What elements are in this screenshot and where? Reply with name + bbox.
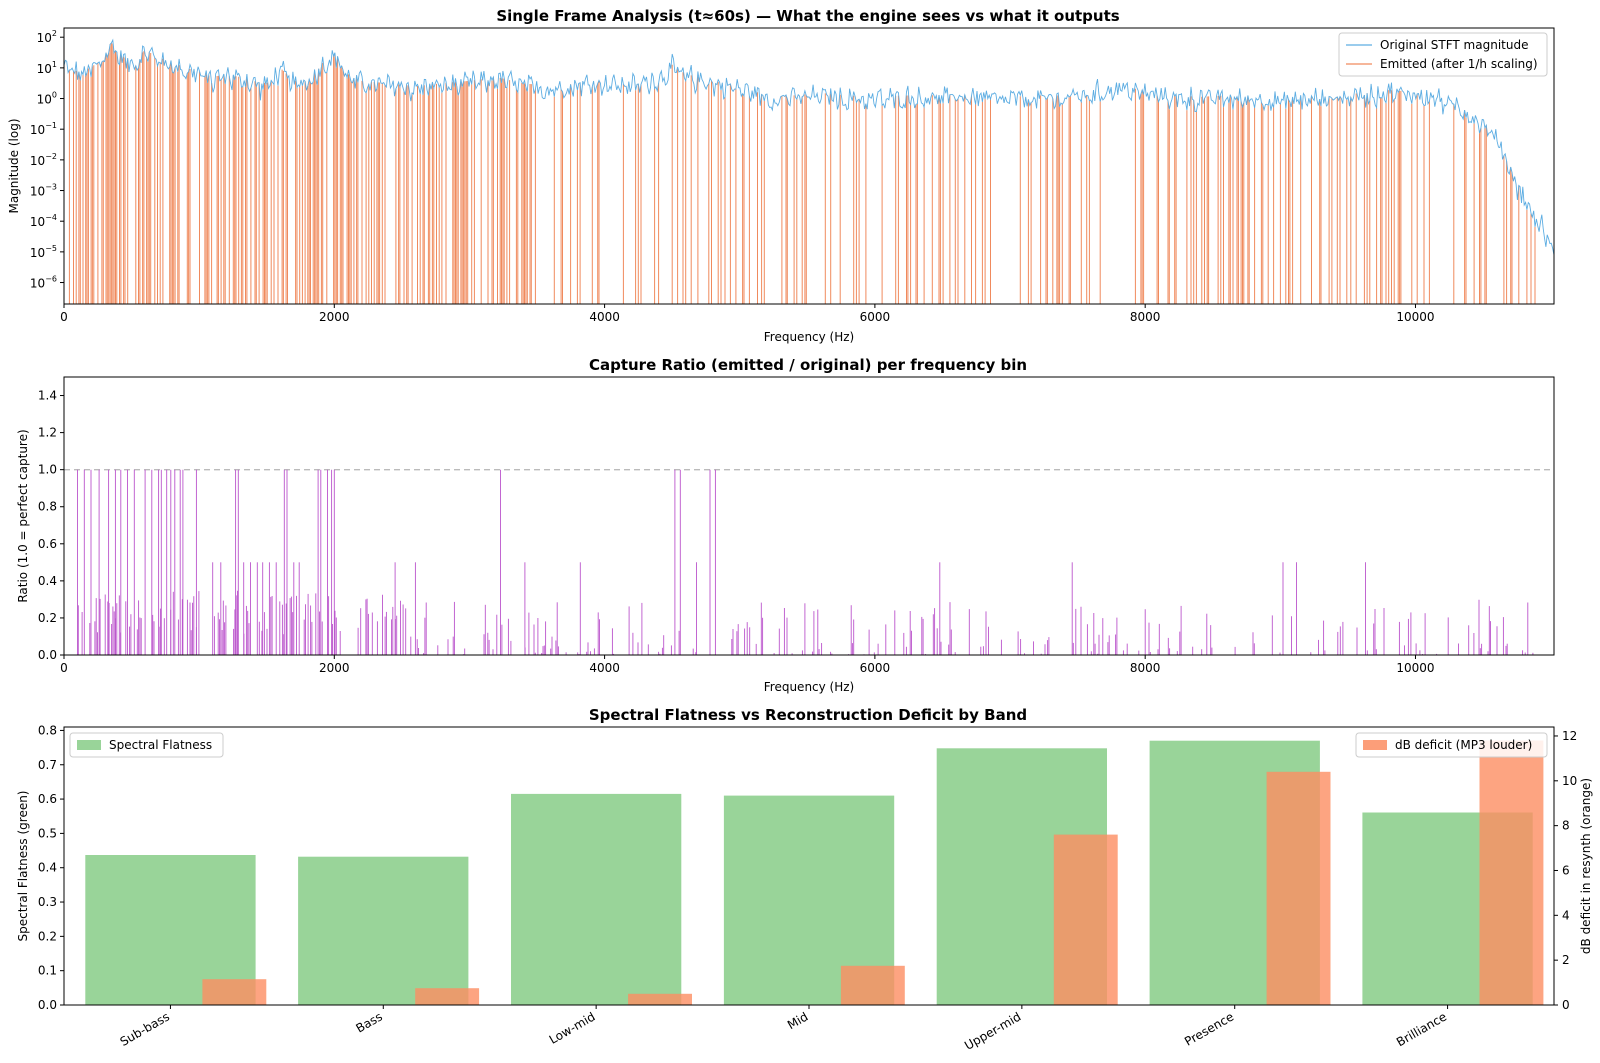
y-tick-label: 100 [37, 91, 57, 107]
panel-spectrum: Single Frame Analysis (t≈60s) — What the… [7, 7, 1555, 344]
deficit-bar [1479, 740, 1544, 1005]
legend-emitted-label: Emitted (after 1/h scaling) [1380, 57, 1538, 71]
spectrum-x-label: Frequency (Hz) [764, 330, 855, 344]
spectrum-title: Single Frame Analysis (t≈60s) — What the… [496, 7, 1119, 25]
spectrum-y-ticks: 102 101 100 10−1 10−2 10−3 10−4 10−5 10−6 [30, 29, 64, 291]
flatness-bar [298, 856, 469, 1005]
band-x-ticks: Sub-bass Bass Low-mid Mid Upper-mid Presence B… [118, 1005, 1449, 1053]
flatness-bar [511, 793, 682, 1005]
y-right-tick-label: 2 [1562, 953, 1570, 967]
y-tick-label: 0.4 [38, 574, 57, 588]
panel-capture-ratio: Capture Ratio (emitted / original) per f… [16, 356, 1555, 694]
deficit-bar [1053, 834, 1118, 1005]
deficit-bar [202, 979, 267, 1005]
legend-original-label: Original STFT magnitude [1380, 38, 1528, 52]
flatness-legend-box [69, 732, 224, 758]
band-y-label-right: dB deficit in resynth (orange) [1579, 778, 1593, 954]
emitted-spikes [63, 43, 1536, 304]
y-tick-label: 10−6 [30, 275, 57, 291]
y-tick-label: 10−2 [30, 152, 57, 168]
capture-y-label: Ratio (1.0 = perfect capture) [16, 429, 30, 602]
legend-flatness-swatch [77, 740, 101, 750]
x-tick-label: 10000 [1396, 661, 1434, 675]
y-right-tick-label: 8 [1562, 819, 1570, 833]
y-tick-label: 0.8 [38, 723, 57, 737]
spectrum-legend-box [1338, 32, 1548, 77]
deficit-legend: dB deficit (MP3 louder) [1355, 732, 1548, 758]
capture-ratio-spikes [77, 469, 1534, 655]
band-y-ticks-left: 0.0 0.1 0.2 0.3 0.4 0.5 0.6 0.7 0.8 [38, 723, 64, 1012]
y-tick-label: 0.4 [38, 861, 57, 875]
x-tick-label: 6000 [860, 661, 891, 675]
y-tick-label: 101 [37, 60, 57, 76]
y-right-tick-label: 6 [1562, 863, 1570, 877]
y-tick-label: 1.2 [38, 426, 57, 440]
capture-axes-frame [63, 376, 1555, 656]
x-tick-label: 4000 [589, 310, 620, 324]
x-tick-label: 2000 [319, 310, 350, 324]
flatness-legend: Spectral Flatness [69, 732, 224, 758]
x-tick-label: 8000 [1130, 310, 1161, 324]
y-tick-label: 10−1 [30, 121, 57, 137]
band-tick-label: Sub-bass [118, 1009, 172, 1048]
y-tick-label: 10−3 [30, 183, 57, 199]
band-tick-label: Brilliance [1394, 1009, 1449, 1049]
band-tick-label: Upper-mid [962, 1009, 1023, 1052]
legend-flatness-label: Spectral Flatness [109, 738, 212, 752]
y-tick-label: 0.0 [38, 998, 57, 1012]
spectrum-legend: Original STFT magnitude Emitted (after 1… [1338, 32, 1548, 77]
band-tick-label: Bass [353, 1009, 384, 1035]
y-tick-label: 0.1 [38, 964, 57, 978]
x-tick-label: 8000 [1130, 661, 1161, 675]
y-tick-label: 1.4 [38, 389, 57, 403]
y-tick-label: 1.0 [38, 463, 57, 477]
x-tick-label: 6000 [860, 310, 891, 324]
y-right-tick-label: 0 [1562, 998, 1570, 1012]
band-tick-label: Presence [1182, 1009, 1236, 1048]
band-tick-label: Low-mid [547, 1009, 598, 1046]
band-title: Spectral Flatness vs Reconstruction Defi… [589, 706, 1027, 724]
panel-flatness-deficit: Spectral Flatness vs Reconstruction Defi… [16, 706, 1593, 1053]
band-y-ticks-right: 0 2 4 6 8 10 12 [1554, 729, 1577, 1012]
x-tick-label: 10000 [1396, 310, 1434, 324]
band-bars [85, 740, 1544, 1005]
capture-y-ticks: 0.0 0.2 0.4 0.6 0.8 1.0 1.2 1.4 [38, 389, 64, 662]
y-right-tick-label: 12 [1562, 729, 1577, 743]
original-stft-line [63, 38, 1555, 256]
y-tick-label: 0.6 [38, 792, 57, 806]
capture-x-label: Frequency (Hz) [764, 680, 855, 694]
band-tick-label: Mid [785, 1009, 810, 1032]
x-tick-label: 0 [60, 310, 68, 324]
y-tick-label: 102 [37, 29, 57, 45]
x-tick-label: 0 [60, 661, 68, 675]
y-tick-label: 0.2 [38, 929, 57, 943]
y-tick-label: 0.6 [38, 537, 57, 551]
y-right-tick-label: 4 [1562, 908, 1570, 922]
spectrum-axes-frame [63, 27, 1555, 305]
spectrum-y-label: Magnitude (log) [7, 118, 21, 213]
y-tick-label: 0.8 [38, 500, 57, 514]
y-tick-label: 10−5 [30, 244, 57, 260]
legend-deficit-swatch [1363, 740, 1387, 750]
y-tick-label: 0.7 [38, 758, 57, 772]
spectrum-x-ticks: 0 2000 4000 6000 8000 10000 [60, 304, 1435, 324]
deficit-bar [415, 988, 480, 1005]
y-tick-label: 10−4 [30, 213, 57, 229]
y-tick-label: 0.0 [38, 648, 57, 662]
y-tick-label: 0.3 [38, 895, 57, 909]
y-tick-label: 0.2 [38, 611, 57, 625]
band-y-label-left: Spectral Flatness (green) [16, 791, 30, 942]
capture-title: Capture Ratio (emitted / original) per f… [589, 356, 1027, 374]
deficit-legend-box [1355, 732, 1548, 758]
y-tick-label: 0.5 [38, 826, 57, 840]
x-tick-label: 2000 [319, 661, 350, 675]
capture-x-ticks: 0 2000 4000 6000 8000 10000 [60, 655, 1435, 675]
deficit-bar [1266, 771, 1331, 1005]
x-tick-label: 4000 [589, 661, 620, 675]
legend-deficit-label: dB deficit (MP3 louder) [1395, 738, 1532, 752]
deficit-bar [628, 993, 692, 1005]
deficit-bar [840, 965, 905, 1005]
y-right-tick-label: 10 [1562, 774, 1577, 788]
